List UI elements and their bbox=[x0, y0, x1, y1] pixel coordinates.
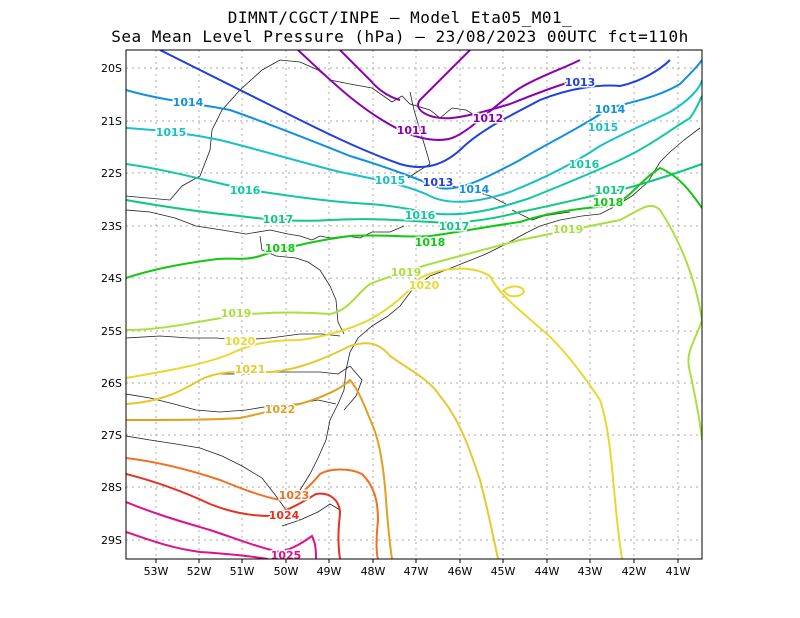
lon-tick-label: 47W bbox=[404, 565, 429, 578]
lon-tick-label: 41W bbox=[666, 565, 691, 578]
isobar-1023 bbox=[126, 457, 380, 559]
isobar-1025 bbox=[126, 501, 317, 559]
contour-label-1018: 1018 bbox=[593, 196, 624, 209]
contour-label-1014: 1014 bbox=[595, 103, 626, 116]
contour-label-1012: 1012 bbox=[473, 112, 504, 125]
lon-tick-label: 51W bbox=[230, 565, 255, 578]
contour-label-1013: 1013 bbox=[423, 176, 454, 189]
contour-label-1017: 1017 bbox=[263, 213, 294, 226]
contour-label-1019: 1019 bbox=[221, 307, 252, 320]
longitude-ticks: 53W 52W 51W 50W 49W 48W 47W 46W 45W 44W 43W 42W 41W bbox=[144, 559, 691, 578]
lon-tick-label: 46W bbox=[448, 565, 473, 578]
contour-label-1017: 1017 bbox=[439, 220, 470, 233]
lat-tick-label: 29S bbox=[101, 534, 122, 547]
contour-label-1020: 1020 bbox=[409, 279, 440, 292]
isobar-1022 bbox=[126, 378, 393, 559]
isobar-1020 bbox=[502, 285, 526, 298]
isobar-1011 bbox=[339, 50, 401, 101]
contour-label-1018: 1018 bbox=[415, 236, 446, 249]
isobar-1012 bbox=[417, 50, 571, 120]
isobar-1024 bbox=[126, 473, 342, 559]
contour-label-1015: 1015 bbox=[588, 121, 619, 134]
isobar-1017 bbox=[126, 163, 702, 224]
lat-tick-label: 22S bbox=[101, 167, 122, 180]
lat-tick-label: 20S bbox=[101, 62, 122, 75]
contour-label-1021: 1021 bbox=[235, 363, 266, 376]
contour-label-1011: 1011 bbox=[397, 124, 428, 137]
contour-label-1019: 1019 bbox=[391, 266, 422, 279]
lon-tick-label: 45W bbox=[491, 565, 516, 578]
grid-lines bbox=[126, 50, 702, 559]
lon-tick-label: 42W bbox=[622, 565, 647, 578]
contour-label-1015: 1015 bbox=[156, 126, 187, 139]
lon-tick-label: 43W bbox=[578, 565, 603, 578]
contour-label-1020: 1020 bbox=[225, 335, 256, 348]
contour-label-1019: 1019 bbox=[553, 223, 584, 236]
contour-label-1015: 1015 bbox=[375, 174, 406, 187]
contour-label-1016: 1016 bbox=[569, 158, 600, 171]
lon-tick-label: 49W bbox=[317, 565, 342, 578]
isobar-1020 bbox=[126, 267, 623, 559]
isobar-1014 bbox=[126, 59, 702, 190]
contour-label-1014: 1014 bbox=[173, 96, 204, 109]
isobar-1018 bbox=[126, 166, 702, 279]
latitude-ticks: 20S 21S 22S 23S 24S 25S 26S 27S 28S 29S bbox=[101, 62, 122, 547]
lon-tick-label: 52W bbox=[187, 565, 212, 578]
lon-tick-label: 53W bbox=[144, 565, 169, 578]
contour-label-1022: 1022 bbox=[265, 403, 296, 416]
isobar-1015 bbox=[126, 79, 702, 203]
lat-tick-label: 28S bbox=[101, 481, 122, 494]
contour-label-1014: 1014 bbox=[459, 183, 490, 196]
lon-tick-label: 50W bbox=[274, 565, 299, 578]
map-frame bbox=[125, 49, 703, 560]
contour-label-1017: 1017 bbox=[595, 184, 626, 197]
isobars bbox=[126, 50, 702, 559]
isobar-1019 bbox=[126, 204, 702, 441]
contour-labels: 1011 1012 1013 1013 1014 1014 1014 1015 1015 1015… bbox=[154, 75, 627, 564]
lat-tick-label: 26S bbox=[101, 377, 122, 390]
lat-tick-label: 23S bbox=[101, 220, 122, 233]
isobar-1016 bbox=[126, 95, 702, 216]
isobar-1011 bbox=[297, 50, 581, 141]
contour-label-1024: 1024 bbox=[269, 509, 300, 522]
isobar-1013 bbox=[159, 50, 671, 169]
contour-label-1018: 1018 bbox=[265, 242, 296, 255]
lat-tick-label: 27S bbox=[101, 429, 122, 442]
lon-tick-label: 48W bbox=[361, 565, 386, 578]
map-title: DIMNT/CGCT/INPE — Model Eta05_M01_ bbox=[227, 8, 573, 27]
lat-tick-label: 24S bbox=[101, 272, 122, 285]
contour-label-1023: 1023 bbox=[279, 489, 310, 502]
contour-label-1013: 1013 bbox=[565, 76, 596, 89]
isobar-1025 bbox=[126, 531, 269, 559]
lon-tick-label: 44W bbox=[535, 565, 560, 578]
contour-label-1016: 1016 bbox=[405, 209, 436, 222]
contour-label-1016: 1016 bbox=[230, 184, 261, 197]
lat-tick-label: 21S bbox=[101, 115, 122, 128]
isobar-1021 bbox=[126, 342, 499, 559]
lat-tick-label: 25S bbox=[101, 325, 122, 338]
map-subtitle: Sea Mean Level Pressure (hPa) — 23/08/20… bbox=[111, 27, 689, 46]
